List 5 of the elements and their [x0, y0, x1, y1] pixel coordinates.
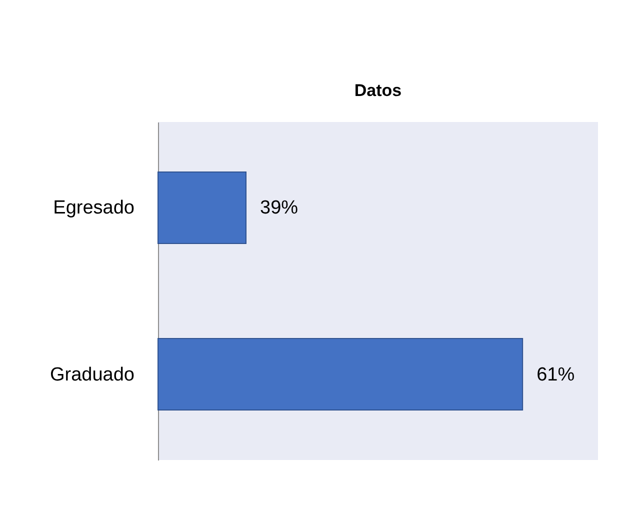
data-label: 39%: [260, 198, 298, 219]
y-tick-label: Graduado: [50, 364, 134, 386]
y-tick-label: Egresado: [53, 198, 134, 219]
chart-title: Datos: [354, 81, 402, 100]
data-label: 61%: [536, 364, 575, 386]
